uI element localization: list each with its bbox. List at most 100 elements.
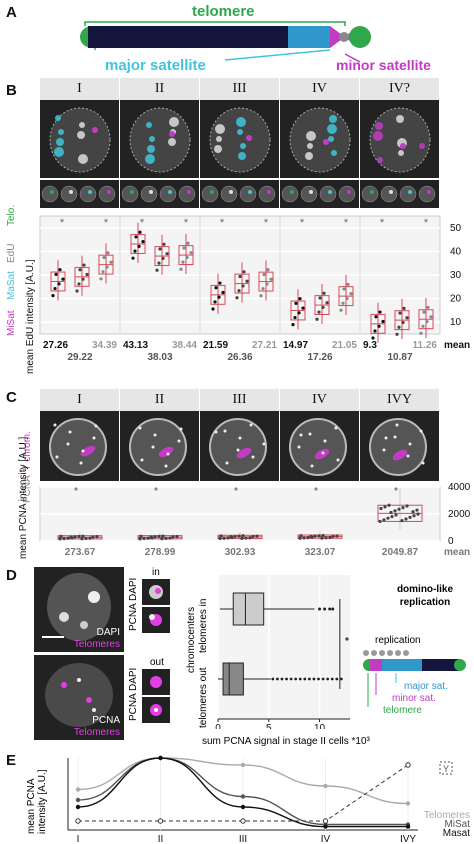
edu-point bbox=[297, 311, 301, 315]
edu-y-tick: 30 bbox=[450, 270, 462, 281]
pcna-label: PCNA bbox=[92, 715, 120, 726]
d-x-tick: 10 bbox=[314, 723, 326, 729]
edu-point bbox=[75, 289, 79, 293]
pcna-point bbox=[233, 534, 237, 539]
edu-point bbox=[339, 308, 343, 312]
stage-header-c-4: IVY bbox=[360, 389, 440, 411]
dapi-telomeres-image: DAPI Telomeres bbox=[34, 567, 124, 652]
edu-point bbox=[395, 332, 399, 336]
edu-point bbox=[419, 331, 423, 335]
pcna-point bbox=[389, 510, 393, 515]
pcna-point bbox=[244, 536, 248, 540]
pcna-point bbox=[160, 537, 164, 541]
edu-point bbox=[377, 324, 381, 328]
pcna-point bbox=[84, 536, 88, 541]
pcna-point bbox=[404, 517, 408, 521]
crop-pcna-label-in: PCNA bbox=[128, 603, 139, 631]
edu-point bbox=[161, 256, 165, 261]
d-outlier-out bbox=[330, 677, 334, 681]
pcna-nucleus-image-2 bbox=[200, 411, 279, 481]
d-box-out bbox=[222, 662, 244, 696]
crop-dapi-label-out: DAPI bbox=[128, 667, 139, 691]
major-satellite-label: major satellite bbox=[105, 57, 206, 74]
edu-point bbox=[429, 315, 433, 319]
edu-point bbox=[371, 336, 375, 340]
pcna-point bbox=[335, 534, 339, 538]
edu-point bbox=[241, 284, 245, 288]
panel-c: C I II III IV IVY Y chrom. PCNA 4000 2000 0 273… bbox=[0, 383, 474, 561]
e-point-2 bbox=[158, 755, 163, 761]
pcna-nucleus-image-1 bbox=[120, 411, 199, 481]
pcna-point bbox=[138, 537, 142, 541]
out-crop-pcna bbox=[142, 697, 170, 723]
edu-point bbox=[425, 319, 429, 324]
e-point-1 bbox=[75, 797, 81, 803]
pcna-point bbox=[59, 534, 63, 538]
edu-point bbox=[186, 241, 190, 245]
pcna-point bbox=[81, 534, 85, 538]
edu-point bbox=[185, 255, 189, 260]
telomere-box-plot: 0 5 10 bbox=[215, 575, 350, 729]
d-y-axis-label: chromocenters bbox=[186, 606, 197, 673]
pcna-point bbox=[164, 536, 168, 540]
e-legend-0: Telomeres bbox=[424, 810, 470, 821]
channel-thumbs-0 bbox=[40, 180, 119, 208]
edu-point bbox=[301, 306, 305, 310]
pcna-point bbox=[248, 536, 252, 540]
e-point-1 bbox=[240, 794, 246, 799]
d-cat-in: telomeres in bbox=[198, 598, 209, 653]
e-point-y bbox=[405, 762, 411, 768]
edu-point bbox=[53, 286, 57, 291]
pcna-point bbox=[168, 536, 172, 540]
pcna-point bbox=[320, 536, 324, 540]
edu-nucleus-image-1 bbox=[120, 100, 199, 178]
pcna-point bbox=[240, 536, 244, 540]
pcna-point bbox=[331, 534, 335, 538]
pcna-mean: 323.07 bbox=[305, 547, 336, 558]
d-x-tick: 0 bbox=[215, 723, 221, 729]
e-x-tick: IVY bbox=[400, 834, 416, 844]
edu-point bbox=[245, 279, 249, 283]
e-y-marker: Y bbox=[443, 764, 449, 774]
d-outlier-out bbox=[339, 677, 343, 681]
replication-label: replication bbox=[375, 635, 421, 646]
edu-point bbox=[217, 295, 221, 299]
pcna-point bbox=[139, 534, 143, 538]
pcna-point bbox=[218, 536, 222, 541]
d-outlier-out bbox=[285, 677, 288, 681]
edu-point bbox=[317, 310, 321, 314]
d-outlier-in bbox=[331, 607, 335, 611]
d-outlier-in bbox=[323, 607, 327, 611]
stage-header-c-2: III bbox=[200, 389, 280, 411]
edu-star: * bbox=[344, 217, 349, 229]
edu-point bbox=[346, 282, 350, 286]
edu-point bbox=[105, 265, 109, 269]
edu-point bbox=[101, 270, 105, 274]
edu-point bbox=[213, 300, 217, 304]
domino-schematic bbox=[363, 650, 466, 707]
edu-point bbox=[85, 272, 89, 277]
edu-star: * bbox=[184, 217, 189, 229]
pcna-y-axis-label: mean PCNA intensity [A.U.] bbox=[18, 436, 29, 559]
stage-header-c-0: I bbox=[40, 389, 120, 411]
edu-point bbox=[269, 277, 273, 281]
edu-point bbox=[401, 320, 405, 325]
edu-point bbox=[342, 287, 346, 291]
edu-star: * bbox=[220, 217, 225, 229]
edu-point bbox=[157, 261, 161, 265]
edu-point bbox=[54, 272, 58, 276]
pcna-point bbox=[313, 534, 317, 538]
edu-nucleus-image-4 bbox=[360, 100, 439, 178]
pcna-point bbox=[175, 534, 179, 539]
e-point-y bbox=[240, 818, 246, 824]
edu-point bbox=[405, 316, 409, 320]
pcna-point bbox=[400, 519, 404, 523]
edu-point bbox=[262, 272, 266, 277]
pcna-point bbox=[299, 534, 303, 538]
pcna-point bbox=[408, 515, 412, 519]
edu-point bbox=[102, 255, 106, 260]
edu-star: * bbox=[140, 217, 145, 229]
pcna-boxplot: 4000 2000 0 273.67 278.99 302.93 323.07 2049.87… bbox=[39, 483, 471, 558]
edu-point bbox=[266, 268, 270, 272]
minor-satellite-label: minor satellite bbox=[336, 57, 431, 73]
